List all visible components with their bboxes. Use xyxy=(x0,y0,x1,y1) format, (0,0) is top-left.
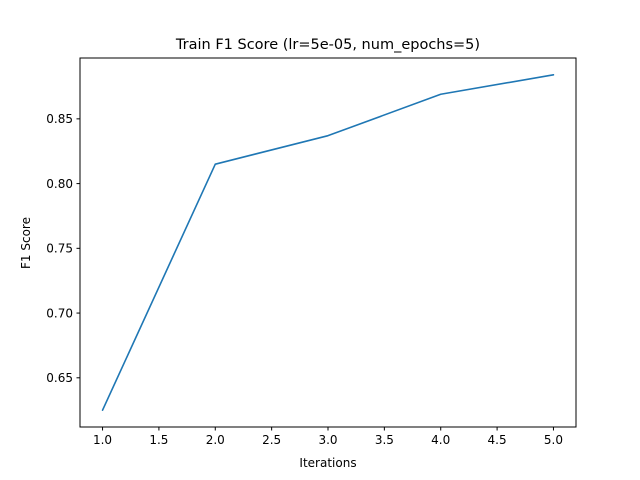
series-group xyxy=(101,74,555,411)
x-tick-label: 1.5 xyxy=(149,433,168,447)
y-tick-label: 0.85 xyxy=(46,112,73,126)
y-tick-label: 0.65 xyxy=(46,371,73,385)
x-tick-label: 3.0 xyxy=(318,433,337,447)
x-tick-label: 4.0 xyxy=(431,433,450,447)
x-tick-label: 1.0 xyxy=(93,433,112,447)
y-axis: 0.65 0.70 0.75 0.80 0.85 xyxy=(46,112,80,385)
y-tick-label: 0.75 xyxy=(46,242,73,256)
x-tick-label: 4.5 xyxy=(488,433,507,447)
x-tick-label: 2.0 xyxy=(206,433,225,447)
y-tick-label: 0.70 xyxy=(46,306,73,320)
x-tick-label: 3.5 xyxy=(375,433,394,447)
x-tick-label: 2.5 xyxy=(262,433,281,447)
plot-frame xyxy=(79,57,577,428)
chart-title: Train F1 Score (lr=5e-05, num_epochs=5) xyxy=(175,37,480,53)
x-tick-label: 5.0 xyxy=(544,433,563,447)
plot-area: 1.0 1.5 2.0 2.5 3.0 3.5 4.0 4.5 5.0 0.65 0.70 0.75… xyxy=(46,57,577,447)
x-axis-label: Iterations xyxy=(299,456,356,470)
y-axis-label: F1 Score xyxy=(19,217,33,269)
series-line xyxy=(101,74,555,411)
x-axis: 1.0 1.5 2.0 2.5 3.0 3.5 4.0 4.5 5.0 xyxy=(93,427,563,447)
y-tick-label: 0.80 xyxy=(46,177,73,191)
